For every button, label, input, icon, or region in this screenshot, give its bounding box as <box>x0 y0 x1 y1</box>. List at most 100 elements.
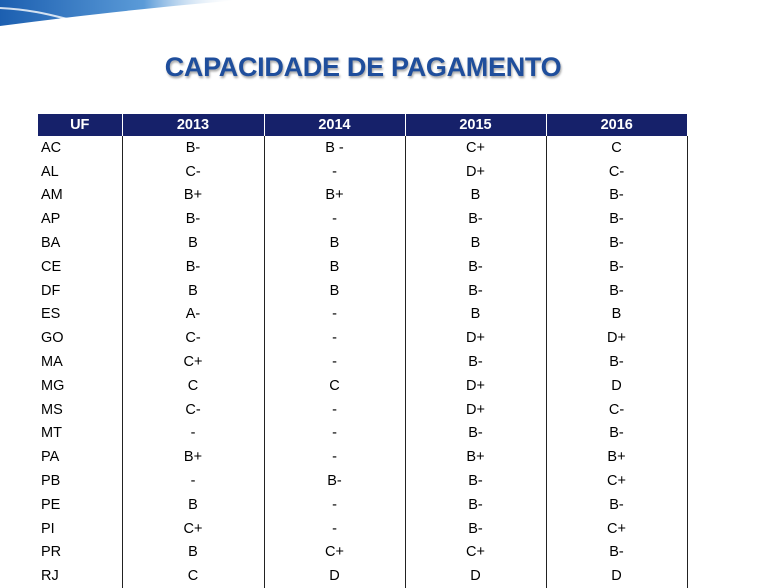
table-row: AP B- - B- B- <box>38 207 688 232</box>
rating-cell: B <box>121 231 264 255</box>
rating-cell: A- <box>121 302 264 327</box>
rating-cell: B- <box>545 540 688 565</box>
rating-cell: B- <box>263 469 405 493</box>
rating-cell: B <box>121 540 264 565</box>
rating-cell: - <box>263 492 405 517</box>
table-row: CE B- B B- B- <box>38 254 688 279</box>
rating-cell: D+ <box>404 326 546 351</box>
rating-cell: C+ <box>404 136 546 160</box>
state-cell: AL <box>41 163 59 180</box>
rating-cell: C- <box>545 397 688 422</box>
table-row: AM B+ B+ B B- <box>38 183 688 208</box>
rating-cell: C <box>121 564 264 588</box>
header-cell: 2014 <box>263 114 405 136</box>
table-row: ES A- - B B <box>38 302 688 327</box>
rating-cell: B+ <box>545 445 688 470</box>
table-row: PI C+ - B- C+ <box>38 516 688 541</box>
state-cell: PA <box>41 449 60 466</box>
table-row: BA B B B B- <box>38 231 688 255</box>
rating-cell: B- <box>404 278 546 303</box>
rating-cell: C+ <box>404 540 546 565</box>
swoosh-highlight <box>0 7 81 23</box>
rating-cell: D+ <box>404 159 546 184</box>
rating-cell: B- <box>121 254 264 279</box>
table-row: PB - B- B- C+ <box>38 469 688 493</box>
rating-cell: - <box>263 207 405 232</box>
rating-cell: - <box>263 397 405 422</box>
rating-cell: D+ <box>404 373 546 398</box>
rating-cell: B- <box>404 492 546 517</box>
state-cell: AM <box>41 187 63 204</box>
state-cell: DF <box>41 282 61 299</box>
slide-title: CAPACIDADE DE PAGAMENTO <box>164 52 562 82</box>
rating-cell: B- <box>545 231 688 255</box>
header-cell: 2013 <box>121 114 264 136</box>
table-row: MA C+ - B- B- <box>38 350 688 374</box>
rating-cell: C+ <box>121 516 264 541</box>
rating-cell: C- <box>121 397 264 422</box>
rating-cell: B- <box>404 350 546 374</box>
rating-cell: - <box>263 445 405 470</box>
table-row: MT - - B- B- <box>38 421 688 446</box>
rating-table: UF 2013 2014 2015 2016 AC B- B - C+ C AL C- - D+ C- AM… <box>38 114 688 588</box>
state-cell: PR <box>41 544 62 561</box>
rating-cell: - <box>121 469 264 493</box>
rating-cell: - <box>121 421 264 446</box>
rating-cell: B+ <box>263 183 405 208</box>
state-cell: CE <box>41 258 62 275</box>
rating-cell: B - <box>263 136 405 160</box>
rating-cell: B <box>404 302 546 327</box>
rating-cell: B <box>121 278 264 303</box>
header-row: UF 2013 2014 2015 2016 <box>38 114 687 136</box>
rating-cell: B- <box>404 254 546 279</box>
state-cell: MA <box>41 354 63 371</box>
state-cell: MT <box>41 425 62 442</box>
rating-cell: B- <box>404 207 546 232</box>
rating-cell: C+ <box>545 469 688 493</box>
table-row: GO C- - D+ D+ <box>38 326 688 351</box>
table-row: DF B B B- B- <box>38 278 688 303</box>
rating-cell: B- <box>545 254 688 279</box>
rating-cell: B- <box>404 421 546 446</box>
rating-cell: - <box>263 159 405 184</box>
rating-cell: B- <box>121 136 264 160</box>
table-row: PE B - B- B- <box>38 492 688 517</box>
rating-cell: C <box>545 136 688 160</box>
rating-cell: - <box>263 350 405 374</box>
rating-cell: B+ <box>121 445 264 470</box>
state-cell: MG <box>41 377 65 394</box>
rating-cell: B <box>404 231 546 255</box>
state-cell: PE <box>41 496 61 513</box>
rating-cell: D <box>545 373 688 398</box>
rating-cell: B- <box>545 492 688 517</box>
rating-cell: D+ <box>545 326 688 351</box>
header-cell: 2016 <box>545 114 687 136</box>
rating-cell: B- <box>404 469 546 493</box>
rating-cell: B- <box>545 183 688 208</box>
state-cell: PB <box>41 473 61 490</box>
rating-cell: C- <box>121 159 264 184</box>
rating-cell: B+ <box>121 183 264 208</box>
header-cell: 2015 <box>404 114 546 136</box>
rating-cell: B <box>404 183 546 208</box>
state-cell: AP <box>41 211 61 228</box>
rating-cell: D+ <box>404 397 546 422</box>
header-swoosh <box>0 0 240 26</box>
rating-cell: - <box>263 302 405 327</box>
rating-cell: B- <box>545 350 688 374</box>
table-row: RJ C D D D <box>38 564 688 588</box>
header-cell: UF <box>38 114 122 136</box>
rating-cell: B- <box>545 207 688 232</box>
rating-cell: B- <box>545 421 688 446</box>
state-cell: AC <box>41 139 62 156</box>
rating-cell: D <box>545 564 688 588</box>
rating-cell: D <box>263 564 405 588</box>
rating-cell: B <box>121 492 264 517</box>
rating-cell: C+ <box>121 350 264 374</box>
rating-cell: C <box>263 373 405 398</box>
table-row: MS C- - D+ C- <box>38 397 688 422</box>
rating-cell: B <box>545 302 688 327</box>
rating-cell: B- <box>404 516 546 541</box>
rating-cell: C <box>121 373 264 398</box>
rating-cell: - <box>263 326 405 351</box>
